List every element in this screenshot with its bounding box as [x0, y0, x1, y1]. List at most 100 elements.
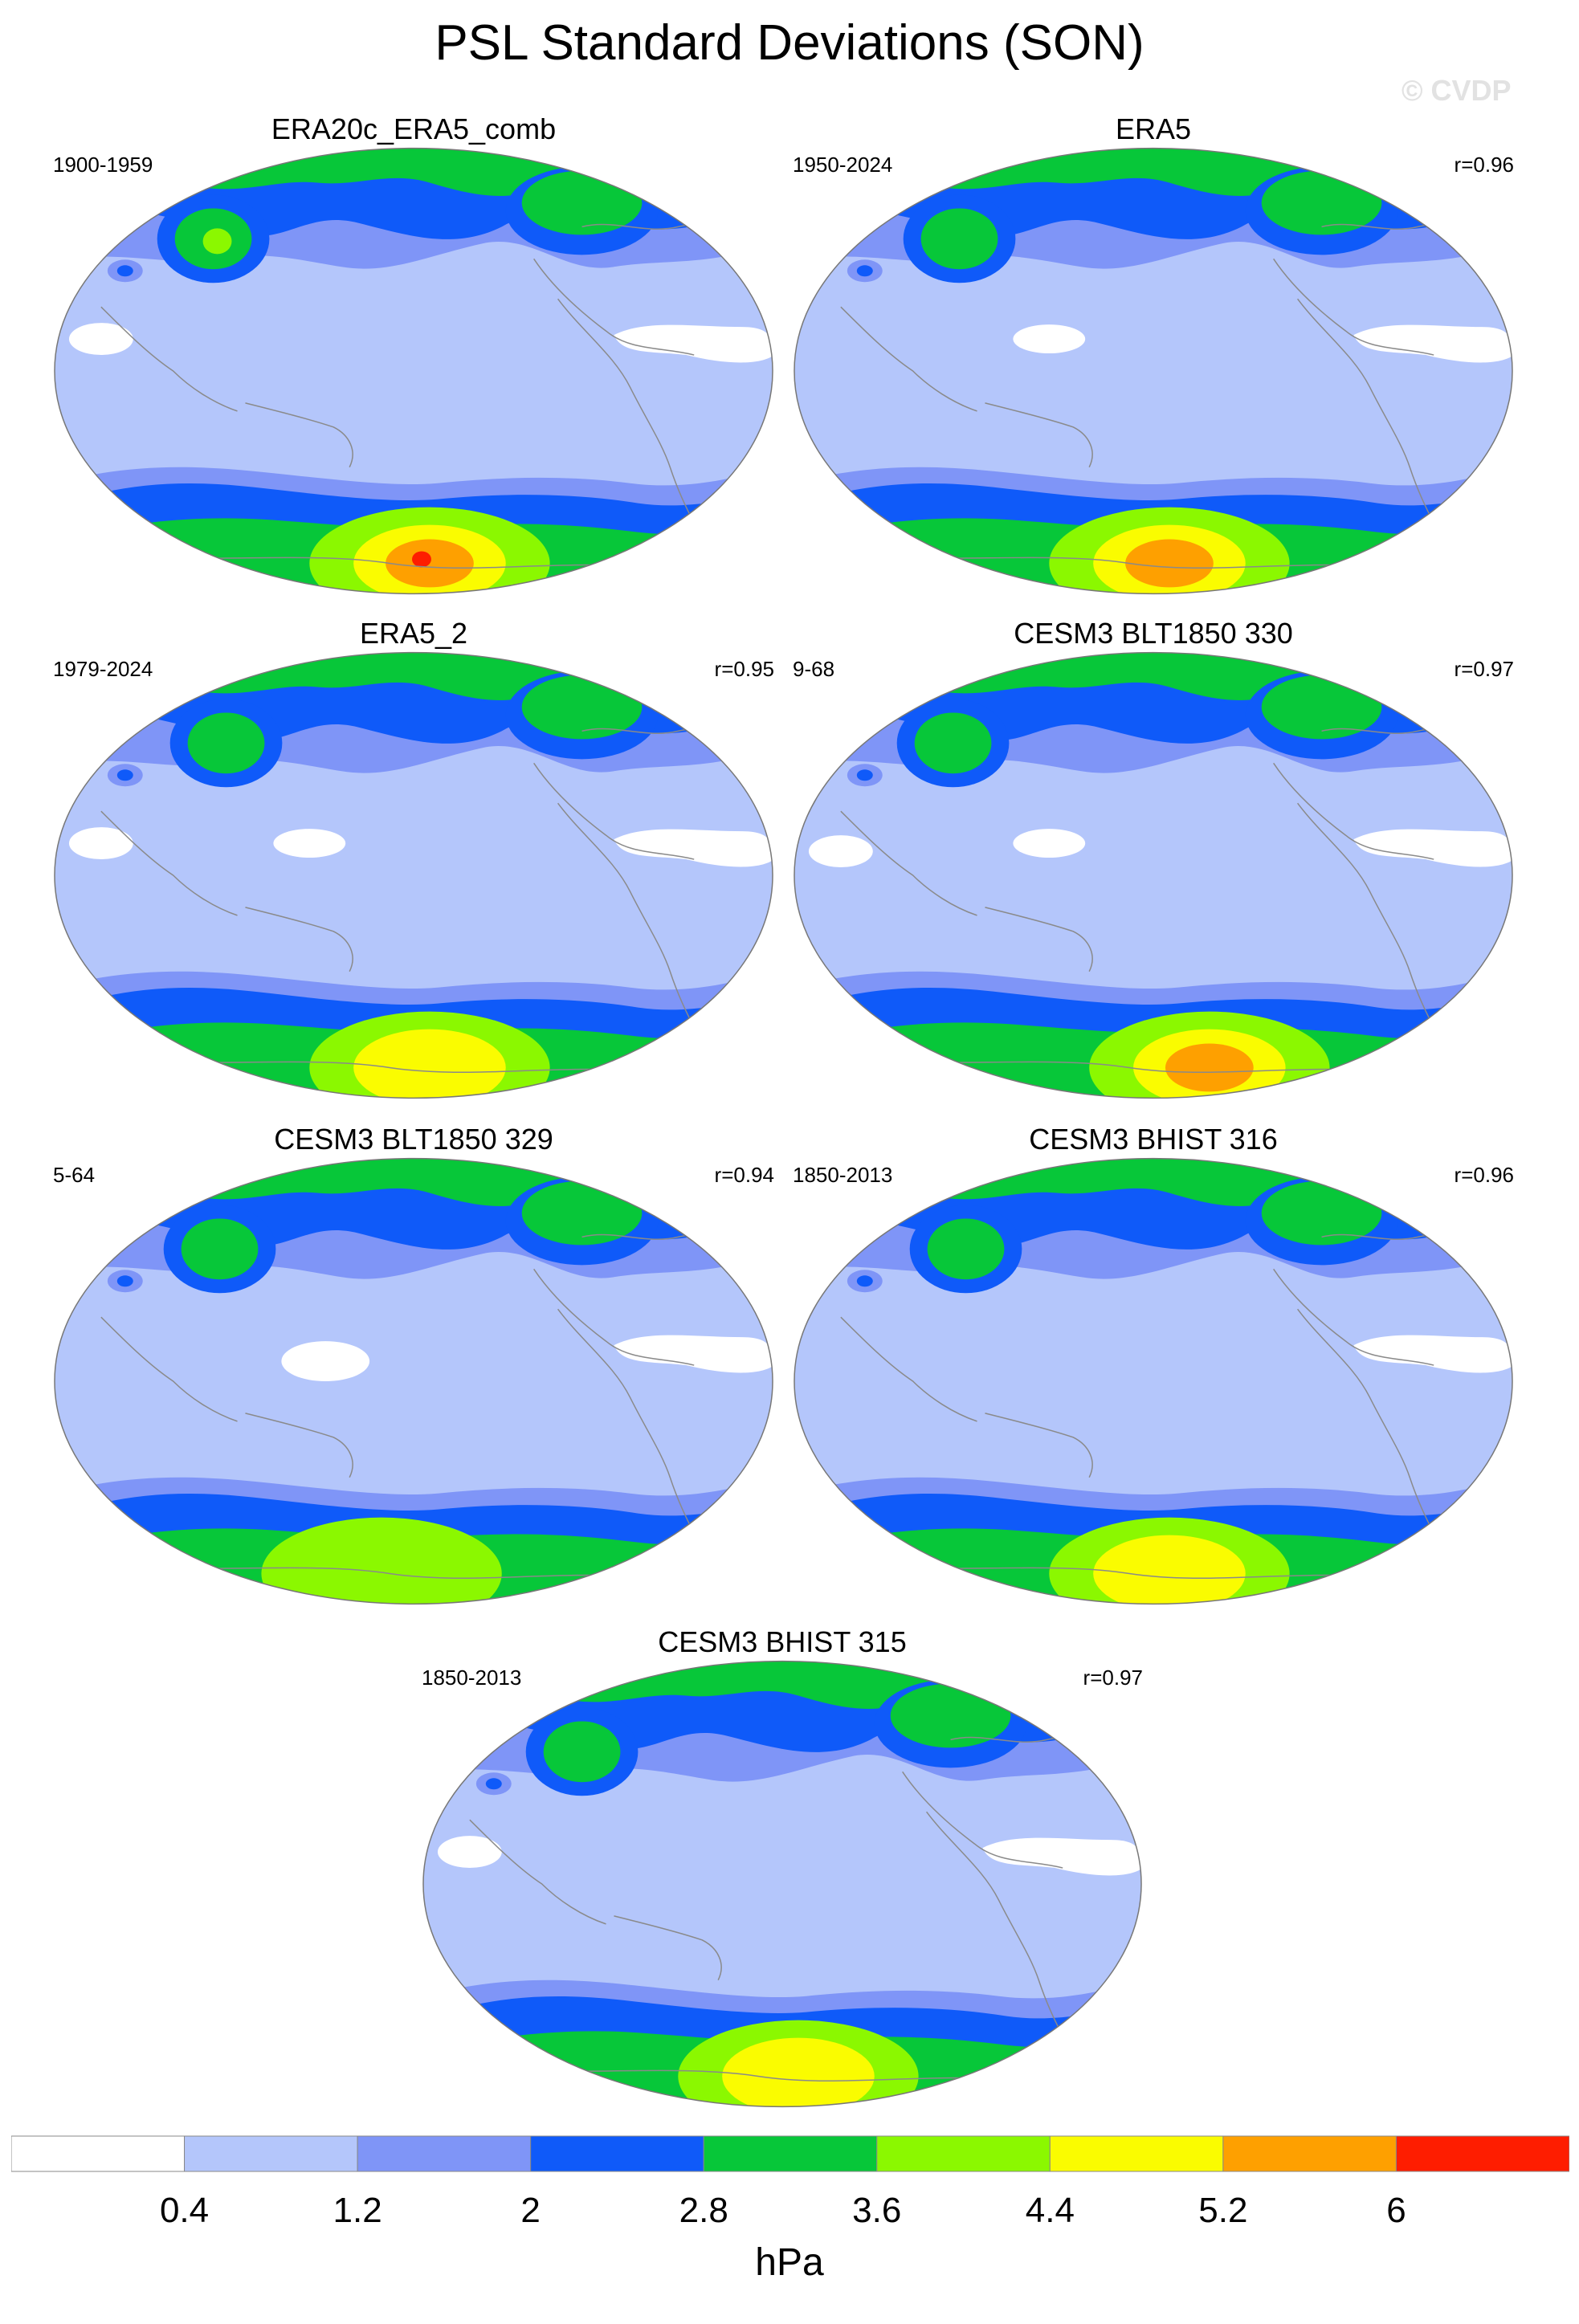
coastline — [902, 1771, 1063, 1869]
field-contour — [927, 1218, 1005, 1280]
coastline — [557, 298, 695, 524]
field-contour — [1125, 539, 1214, 588]
field-contour — [1093, 1535, 1246, 1604]
field-contour — [202, 228, 232, 255]
coastline — [533, 258, 695, 356]
coastline — [557, 1308, 695, 1534]
coastline — [1273, 762, 1434, 860]
panel-correlation: r=0.97 — [1454, 657, 1514, 681]
panel-years: 1900-1959 — [53, 153, 153, 177]
coastline — [100, 306, 238, 412]
coastline — [985, 402, 1093, 468]
colorbar-segment — [184, 2135, 358, 2172]
map-outline — [54, 1157, 773, 1605]
colorbar-tick-label: 2.8 — [679, 2191, 728, 2230]
colorbar-segment — [357, 2135, 532, 2172]
field-contour — [181, 1218, 259, 1280]
map-outline — [54, 651, 773, 1099]
coastline — [840, 1316, 977, 1422]
panel-title: CESM3 BLT1850 330 — [1014, 617, 1293, 650]
field-contour — [1261, 675, 1382, 740]
colorbar-segment — [1395, 2135, 1569, 2172]
map-panel-6: CESM3 BHIST 316 1850-2013 r=0.96 — [793, 1123, 1514, 1621]
coastline — [469, 1819, 606, 1925]
field-contour — [1353, 324, 1513, 363]
coastline — [1297, 298, 1434, 524]
psl-stddev-map — [54, 651, 773, 1099]
field-contour — [116, 265, 133, 277]
map-outline — [794, 147, 1513, 595]
coastline — [614, 1915, 722, 1981]
field-contour — [914, 712, 992, 774]
coastline — [1273, 1268, 1434, 1366]
field-contour — [856, 265, 873, 277]
field-contour — [353, 1029, 506, 1099]
figure-title: PSL Standard Deviations (SON) — [435, 15, 1144, 71]
field-contour — [485, 1778, 502, 1790]
field-contour — [412, 551, 431, 568]
colorbar-segment — [703, 2135, 878, 2172]
field-contour — [890, 1683, 1011, 1748]
field-contour — [68, 323, 133, 356]
watermark: © CVDP — [1402, 74, 1512, 107]
map-outline — [794, 1157, 1513, 1605]
field-contour — [982, 1837, 1142, 1876]
coastline — [1297, 1308, 1434, 1534]
coastline — [245, 402, 353, 468]
field-contour — [614, 1335, 773, 1373]
field-contour — [1353, 829, 1513, 867]
panel-correlation: r=0.96 — [1454, 153, 1514, 177]
field-contour — [920, 208, 998, 270]
map-outline — [794, 651, 1513, 1099]
field-contour — [116, 1275, 133, 1287]
field-contour — [1013, 829, 1086, 858]
field-contour — [614, 324, 773, 363]
colorbar-tick-label: 1.2 — [333, 2191, 382, 2230]
field-contour — [521, 1180, 643, 1246]
panel-correlation: r=0.94 — [714, 1163, 774, 1187]
coastline — [1297, 802, 1434, 1028]
field-contour — [521, 170, 643, 235]
colorbar-tick-label: 0.4 — [159, 2191, 210, 2230]
field-contour — [68, 827, 133, 860]
field-contour — [1353, 1335, 1513, 1373]
field-contour — [187, 712, 265, 774]
panel-title: CESM3 BHIST 316 — [1029, 1123, 1278, 1156]
map-outline — [54, 147, 773, 595]
field-contour — [521, 675, 643, 740]
colorbar-segment — [1222, 2135, 1397, 2172]
coastline — [533, 1268, 695, 1366]
coastline — [245, 1413, 353, 1478]
map-panel-3: ERA5_2 1979-2024 r=0.95 — [53, 617, 774, 1115]
panel-years: 1850-2013 — [793, 1163, 893, 1187]
psl-stddev-map — [54, 147, 773, 595]
map-panel-4: CESM3 BLT1850 330 9-68 r=0.97 — [793, 617, 1514, 1115]
colorbar-segment — [1049, 2135, 1224, 2172]
panel-years: 1979-2024 — [53, 657, 153, 681]
coastline — [985, 1413, 1093, 1478]
panel-years: 9-68 — [793, 657, 835, 681]
field-contour — [437, 1836, 502, 1869]
field-contour — [543, 1721, 621, 1783]
panel-years: 5-64 — [53, 1163, 96, 1187]
colorbar-segment — [530, 2135, 704, 2172]
map-panel-7: CESM3 BHIST 315 1850-2013 r=0.97 — [422, 1625, 1143, 2123]
field-contour — [281, 1341, 370, 1381]
colorbar-tick-label: 6 — [1386, 2191, 1406, 2230]
field-contour — [1165, 1043, 1254, 1092]
colorbar-unit: hPa — [755, 2241, 824, 2284]
colorbar-tick-label: 4.4 — [1025, 2191, 1075, 2230]
field-contour — [1013, 324, 1086, 354]
psl-stddev-map — [794, 1157, 1513, 1605]
panel-years: 1950-2024 — [793, 153, 893, 177]
panel-correlation: r=0.95 — [714, 657, 774, 681]
psl-stddev-map — [794, 147, 1513, 595]
map-panel-5: CESM3 BLT1850 329 5-64 r=0.94 — [53, 1123, 774, 1621]
map-panel-2: ERA5 1950-2024 r=0.96 — [793, 112, 1514, 610]
field-contour — [722, 2037, 875, 2107]
coastline — [1273, 258, 1434, 356]
field-contour — [116, 769, 133, 781]
panel-title: CESM3 BHIST 315 — [658, 1625, 907, 1658]
field-contour — [856, 1275, 873, 1287]
map-outline — [422, 1660, 1142, 2108]
